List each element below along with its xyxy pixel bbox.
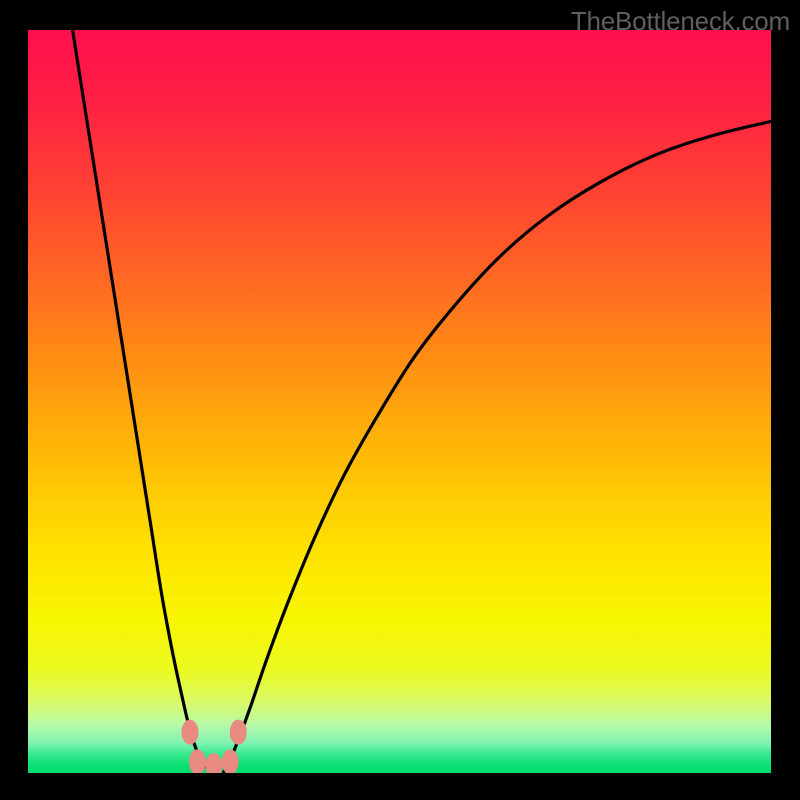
- highlight-marker: [189, 750, 205, 773]
- highlight-marker: [222, 750, 238, 773]
- highlight-marker: [206, 754, 222, 773]
- highlight-marker: [230, 720, 246, 744]
- plot-area: [28, 30, 771, 773]
- gradient-background: [28, 30, 771, 773]
- highlight-marker: [182, 720, 198, 744]
- figure-root: TheBottleneck.com: [0, 0, 800, 800]
- chart-svg: [28, 30, 771, 773]
